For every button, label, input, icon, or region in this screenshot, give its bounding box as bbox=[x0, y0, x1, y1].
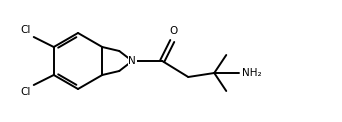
Text: N: N bbox=[128, 56, 136, 66]
Text: Cl: Cl bbox=[21, 87, 31, 97]
Text: O: O bbox=[169, 26, 177, 36]
Text: Cl: Cl bbox=[21, 25, 31, 35]
Text: NH₂: NH₂ bbox=[242, 68, 262, 78]
